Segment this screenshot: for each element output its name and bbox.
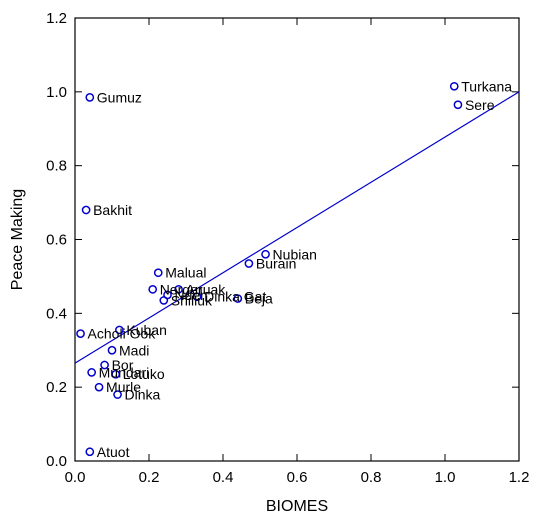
x-tick-label: 1.2 <box>509 469 530 486</box>
point-label: Turkana <box>461 78 512 94</box>
point-label: Gumuz <box>97 89 142 105</box>
data-point <box>81 205 91 215</box>
x-axis-ticks: 0.0 0.2 0.4 0.6 0.8 1.0 1.2 <box>65 18 530 486</box>
point-label: Beja <box>245 291 273 307</box>
y-axis-title: Peace Making <box>9 189 26 290</box>
point-label: Anuak <box>186 281 227 297</box>
data-point <box>148 284 158 294</box>
regression-line-group <box>74 91 520 364</box>
point-label: Nuer <box>175 287 206 303</box>
data-point <box>153 268 163 278</box>
y-tick-label: 0.0 <box>46 453 67 470</box>
point-label: Burain <box>256 255 296 271</box>
point-label: Bor <box>112 357 134 373</box>
data-point <box>76 329 85 338</box>
data-point <box>107 345 117 355</box>
data-point <box>111 369 121 379</box>
point-label: Shilluk <box>171 292 213 308</box>
point-label: Kuban <box>126 322 166 338</box>
x-tick-label: 0.4 <box>213 469 234 486</box>
point-label: Nerger <box>160 281 203 297</box>
data-point <box>100 360 109 370</box>
data-point <box>453 100 463 110</box>
point-label: Madi <box>119 342 149 358</box>
point-label: Atuot <box>97 444 130 460</box>
x-tick-label: 0.8 <box>361 469 382 486</box>
data-point <box>94 382 104 392</box>
data-point <box>233 294 243 303</box>
x-axis-title: BIOMES <box>266 498 328 515</box>
point-label: Lotuko <box>123 366 165 382</box>
point-label: Acholi Ook <box>88 326 157 342</box>
regression-line <box>74 91 520 364</box>
y-tick-label: 0.8 <box>46 158 67 175</box>
data-point <box>244 259 254 268</box>
y-tick-label: 1.2 <box>46 10 67 27</box>
data-point <box>163 290 172 300</box>
data-point <box>87 368 97 377</box>
y-tick-label: 0.4 <box>46 305 67 322</box>
x-tick-label: 0.2 <box>139 469 160 486</box>
data-point <box>85 447 95 457</box>
y-tick-label: 0.6 <box>46 232 67 249</box>
y-tick-label: 1.0 <box>46 84 67 101</box>
data-points <box>76 81 463 457</box>
point-label: Murle <box>106 379 141 395</box>
point-label: Sere <box>465 97 495 113</box>
x-tick-label: 0.0 <box>65 469 86 486</box>
x-tick-label: 0.6 <box>287 469 308 486</box>
point-label: Malual <box>165 265 206 281</box>
point-label: Nubian <box>273 246 317 262</box>
y-tick-label: 0.2 <box>46 379 67 396</box>
data-point <box>174 284 183 294</box>
data-point <box>115 325 124 335</box>
x-tick-label: 1.0 <box>435 469 456 486</box>
y-axis-ticks: 0.0 0.2 0.4 0.6 0.8 1.0 1.2 <box>46 10 519 470</box>
point-label: Dinka <box>125 387 161 403</box>
data-point <box>261 249 270 259</box>
data-point <box>449 81 459 91</box>
point-label: Bakhit <box>93 202 132 218</box>
point-label: Mundari <box>99 364 150 380</box>
data-point <box>113 390 122 399</box>
data-point <box>85 93 95 102</box>
data-point <box>192 292 202 302</box>
point-label: Dinka Gat <box>204 289 266 305</box>
